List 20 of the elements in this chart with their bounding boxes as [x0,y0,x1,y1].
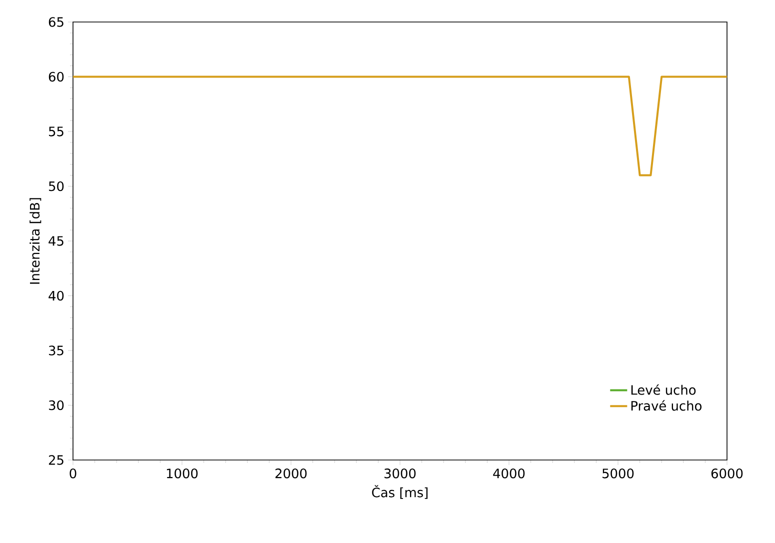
x-axis-title: Čas [ms] [372,485,428,499]
x-tick-label: 3000 [384,468,416,478]
y-tick-label: 30 [48,400,64,410]
x-tick-label: 4000 [493,468,525,478]
y-tick-label: 60 [48,72,64,82]
y-tick-label: 50 [49,181,64,192]
y-tick-label: 55 [49,126,64,136]
y-tick-label: 25 [48,455,64,465]
x-tick-label: 1000 [166,468,198,478]
x-tick-label: 0 [70,468,76,478]
legend-label: Levé ucho [631,384,696,395]
x-tick-label: 5000 [602,468,634,478]
y-tick-label: 45 [48,236,64,246]
y-tick-label: 40 [48,290,64,301]
legend-label: Pravé ucho [631,400,702,411]
y-tick-label: 65 [48,17,64,27]
y-axis-title: Intenzita [dB] [30,198,42,284]
x-tick-label: 2000 [275,468,307,478]
y-tick-label: 35 [48,346,64,356]
x-tick-label: 6000 [711,468,743,478]
